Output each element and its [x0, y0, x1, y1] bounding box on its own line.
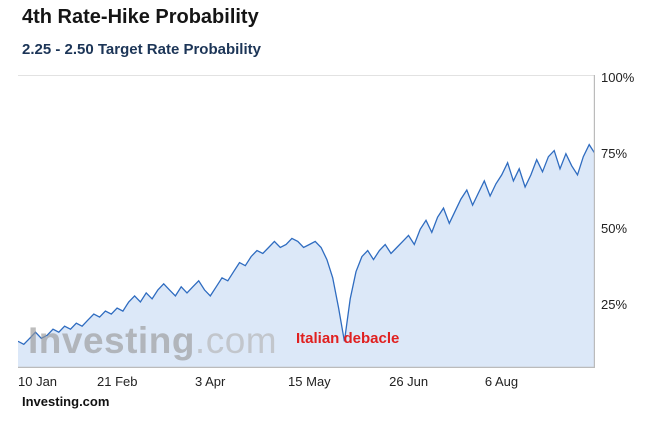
y-tick-label: 50%	[601, 221, 628, 237]
chart-subtitle: 2.25 - 2.50 Target Rate Probability	[22, 41, 261, 58]
source-credit: Investing.com	[22, 394, 110, 409]
x-tick-label: 3 Apr	[194, 374, 226, 389]
y-tick-label: 100%	[601, 70, 635, 85]
x-tick-label: 10 Jan	[18, 374, 58, 389]
chart-title: 4th Rate-Hike Probability	[22, 6, 259, 28]
watermark-bold-part: Investing	[28, 320, 195, 361]
y-tick-label: 75%	[601, 145, 628, 161]
x-tick-label: 6 Aug	[484, 374, 519, 389]
plot-area	[18, 75, 595, 368]
probability-line	[18, 143, 595, 346]
y-tick-label: 25%	[601, 297, 628, 312]
x-tick-label: 21 Feb	[96, 374, 138, 389]
x-tick-label: 15 May	[288, 374, 331, 389]
watermark-investing-com: Investing.com	[28, 320, 277, 362]
watermark-light-part: .com	[194, 320, 278, 361]
annotation-italian-debacle: Italian debacle	[296, 330, 400, 347]
x-tick-label: 26 Jun	[389, 374, 429, 389]
area-fill	[18, 144, 595, 368]
